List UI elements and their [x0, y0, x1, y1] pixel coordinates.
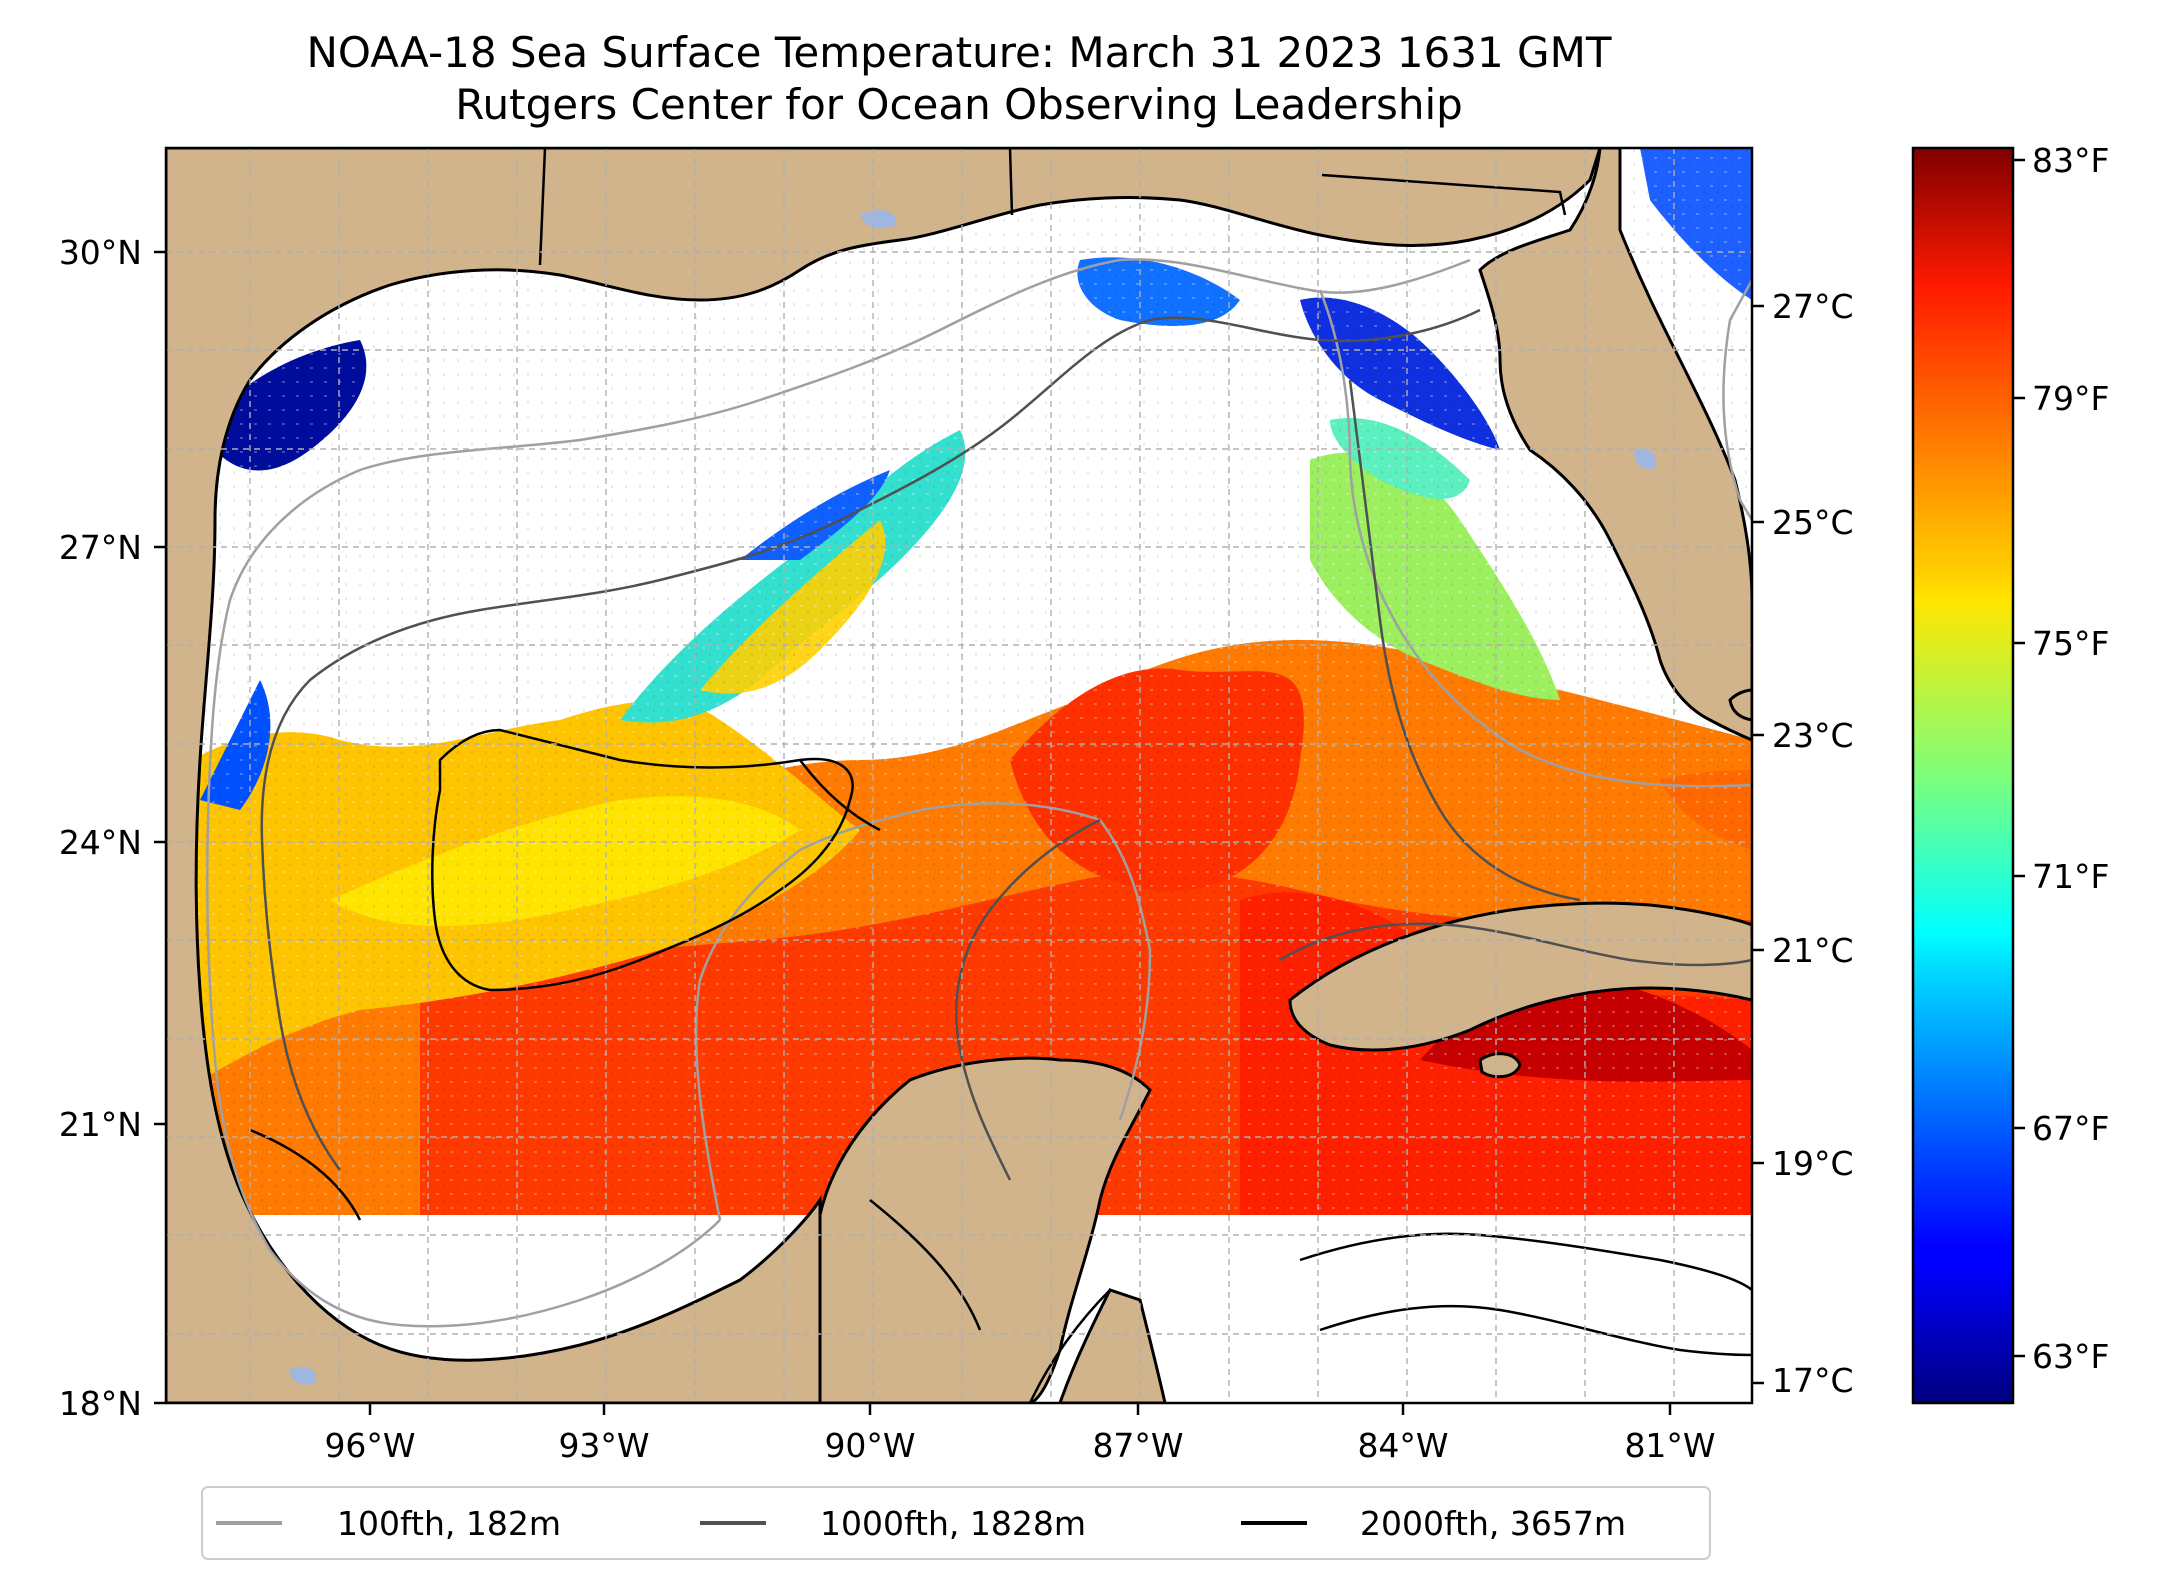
colorbar-gradient: [1911, 146, 2015, 1405]
colorbar: 63°F 67°F 71°F 75°F 79°F 83°F: [1911, 141, 2109, 1405]
lon-label-90w: 90°W: [824, 1426, 915, 1465]
lon-label-93w: 93°W: [558, 1426, 649, 1465]
lat-label-21n: 21°N: [59, 1105, 142, 1144]
lat-tick-labels: 18°N 21°N 24°N 27°N 30°N: [59, 233, 142, 1423]
lat-label-18n: 18°N: [59, 1384, 142, 1423]
map-subtitle: Rutgers Center for Ocean Observing Leade…: [455, 80, 1463, 129]
lat-tick-marks: [154, 250, 1764, 1405]
colorbar-ticks: [2013, 158, 2025, 1358]
map-frame: [164, 146, 1754, 1405]
fahrenheit-label-75: 75°F: [2032, 624, 2109, 663]
legend: 100fth, 182m 1000fth, 1828m 2000fth, 365…: [201, 1486, 1711, 1560]
fahrenheit-label-83: 83°F: [2032, 141, 2109, 180]
lon-tick-labels: 96°W 93°W 90°W 87°W 84°W 81°W: [324, 1426, 1715, 1465]
gridlines: [166, 148, 1752, 1403]
celsius-label-25: 25°C: [1772, 503, 1854, 542]
fahrenheit-label-71: 71°F: [2032, 857, 2109, 896]
celsius-label-21: 21°C: [1772, 931, 1854, 970]
lat-label-27n: 27°N: [59, 528, 142, 567]
map-title: NOAA-18 Sea Surface Temperature: March 3…: [306, 28, 1612, 77]
legend-label-1000fth: 1000fth, 1828m: [820, 1504, 1086, 1543]
lat-label-24n: 24°N: [59, 823, 142, 862]
celsius-labels: 17°C 19°C 21°C 23°C 25°C 27°C: [1772, 287, 1854, 1400]
lon-label-84w: 84°W: [1357, 1426, 1448, 1465]
fahrenheit-label-79: 79°F: [2032, 379, 2109, 418]
land-masses: [166, 148, 1752, 1403]
celsius-label-23: 23°C: [1772, 716, 1854, 755]
legend-box: [201, 1486, 1711, 1560]
celsius-label-19: 19°C: [1772, 1144, 1854, 1183]
fahrenheit-label-67: 67°F: [2032, 1109, 2109, 1148]
celsius-label-27: 27°C: [1772, 287, 1854, 326]
bathymetry-contours: [206, 258, 1752, 1357]
lon-label-87w: 87°W: [1092, 1426, 1183, 1465]
legend-label-2000fth: 2000fth, 3657m: [1360, 1504, 1626, 1543]
celsius-label-17: 17°C: [1772, 1361, 1854, 1400]
lon-label-96w: 96°W: [324, 1426, 415, 1465]
legend-label-100fth: 100fth, 182m: [337, 1504, 561, 1543]
fahrenheit-label-63: 63°F: [2032, 1337, 2109, 1376]
map-panel: [166, 148, 1752, 1403]
lon-label-81w: 81°W: [1624, 1426, 1715, 1465]
lat-label-30n: 30°N: [59, 233, 142, 272]
lakes: [290, 210, 1657, 1385]
borders: [249, 148, 1567, 1403]
lon-tick-marks: [368, 1403, 1672, 1415]
